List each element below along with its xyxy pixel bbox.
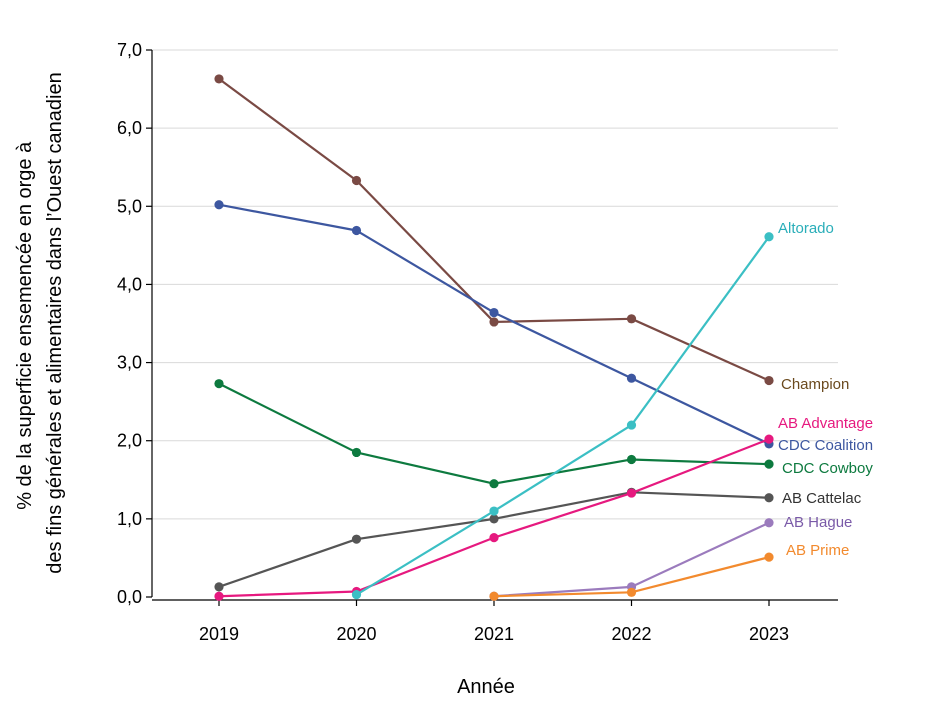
y-tick-label: 1,0	[117, 509, 142, 529]
data-point-champion	[764, 375, 774, 386]
series-label-ab-hague: AB Hague	[784, 514, 852, 531]
series-champion: Champion	[214, 74, 849, 393]
data-point-ab-advantage	[489, 533, 499, 543]
y-axis-title: % de la superficie ensemencée en orge à …	[14, 72, 66, 573]
series-ab-hague: AB Hague	[489, 514, 852, 601]
series-cdc-cowboy: CDC Cowboy	[214, 379, 873, 489]
series-label-ab-cattelac: AB Cattelac	[782, 490, 862, 507]
series-label-cdc-cowboy: CDC Cowboy	[782, 460, 873, 477]
gridlines	[152, 49, 838, 520]
series-ab-cattelac: AB Cattelac	[214, 487, 862, 592]
data-point-ab-cattelac	[489, 514, 499, 524]
series-line-altorado	[355, 236, 770, 596]
data-point-cdc-cowboy	[626, 454, 637, 465]
y-tick-label: 7,0	[117, 40, 142, 60]
y-axis-title-line-1: % de la superficie ensemencée en orge à	[14, 141, 36, 510]
data-point-champion	[214, 74, 224, 84]
y-axis-title-line-2: des fins générales et alimentaires dans …	[44, 72, 66, 573]
y-tick-label: 3,0	[117, 353, 142, 373]
data-point-ab-advantage	[626, 488, 637, 498]
series-cdc-coalition: CDC Coalition	[214, 200, 873, 454]
y-tick-label: 4,0	[117, 274, 142, 294]
x-axis-title: Année	[457, 676, 515, 698]
data-point-ab-prime	[764, 552, 774, 562]
y-tick-label: 5,0	[117, 196, 142, 216]
y-tick-label: 0,0	[117, 587, 142, 607]
data-point-cdc-cowboy	[351, 447, 362, 458]
data-point-altorado	[489, 506, 499, 516]
data-point-altorado	[626, 420, 637, 430]
data-point-champion	[351, 175, 362, 186]
series-line-champion	[218, 78, 770, 382]
tick-labels: 0,0 1,0 2,0 3,0 4,0 5,0 6,0 7,0 2019 2020 2021 2022…	[117, 40, 789, 644]
data-point-ab-prime	[626, 587, 637, 597]
series-altorado: Altorado	[351, 220, 834, 600]
data-point-altorado	[764, 232, 774, 242]
x-tick-label: 2022	[611, 624, 651, 644]
series-group: Champion CDC Coalition CDC Cowboy AB Cattel…	[214, 74, 873, 601]
data-point-ab-prime	[489, 591, 499, 601]
series-ab-prime: AB Prime	[489, 542, 849, 601]
y-tick-label: 6,0	[117, 118, 142, 138]
data-point-champion	[626, 314, 637, 324]
series-label-ab-prime: AB Prime	[786, 542, 849, 559]
data-point-ab-advantage	[764, 434, 774, 444]
data-point-cdc-coalition	[489, 307, 499, 318]
data-point-ab-cattelac	[214, 582, 224, 592]
series-line-cdc-cowboy	[218, 382, 770, 485]
y-tick-label: 2,0	[117, 431, 142, 451]
data-point-altorado	[351, 590, 362, 600]
x-tick-label: 2020	[336, 624, 376, 644]
data-point-cdc-cowboy	[764, 459, 774, 469]
data-point-ab-advantage	[214, 591, 224, 601]
data-point-ab-cattelac	[764, 493, 774, 503]
x-tick-label: 2019	[199, 624, 239, 644]
series-ab-advantage: AB Advantage	[214, 415, 873, 601]
data-point-cdc-coalition	[626, 373, 637, 383]
data-point-ab-hague	[764, 518, 774, 528]
data-point-champion	[489, 317, 499, 327]
data-point-cdc-cowboy	[489, 479, 499, 489]
series-label-altorado: Altorado	[778, 220, 834, 237]
data-point-cdc-coalition	[214, 200, 224, 210]
x-tick-label: 2021	[474, 624, 514, 644]
x-tick-label: 2023	[749, 624, 789, 644]
data-point-ab-cattelac	[351, 534, 362, 544]
series-label-cdc-coalition: CDC Coalition	[778, 437, 873, 454]
series-label-ab-advantage: AB Advantage	[778, 415, 873, 432]
data-point-cdc-coalition	[351, 225, 362, 236]
series-label-champion: Champion	[781, 376, 849, 393]
data-point-cdc-cowboy	[214, 379, 224, 389]
